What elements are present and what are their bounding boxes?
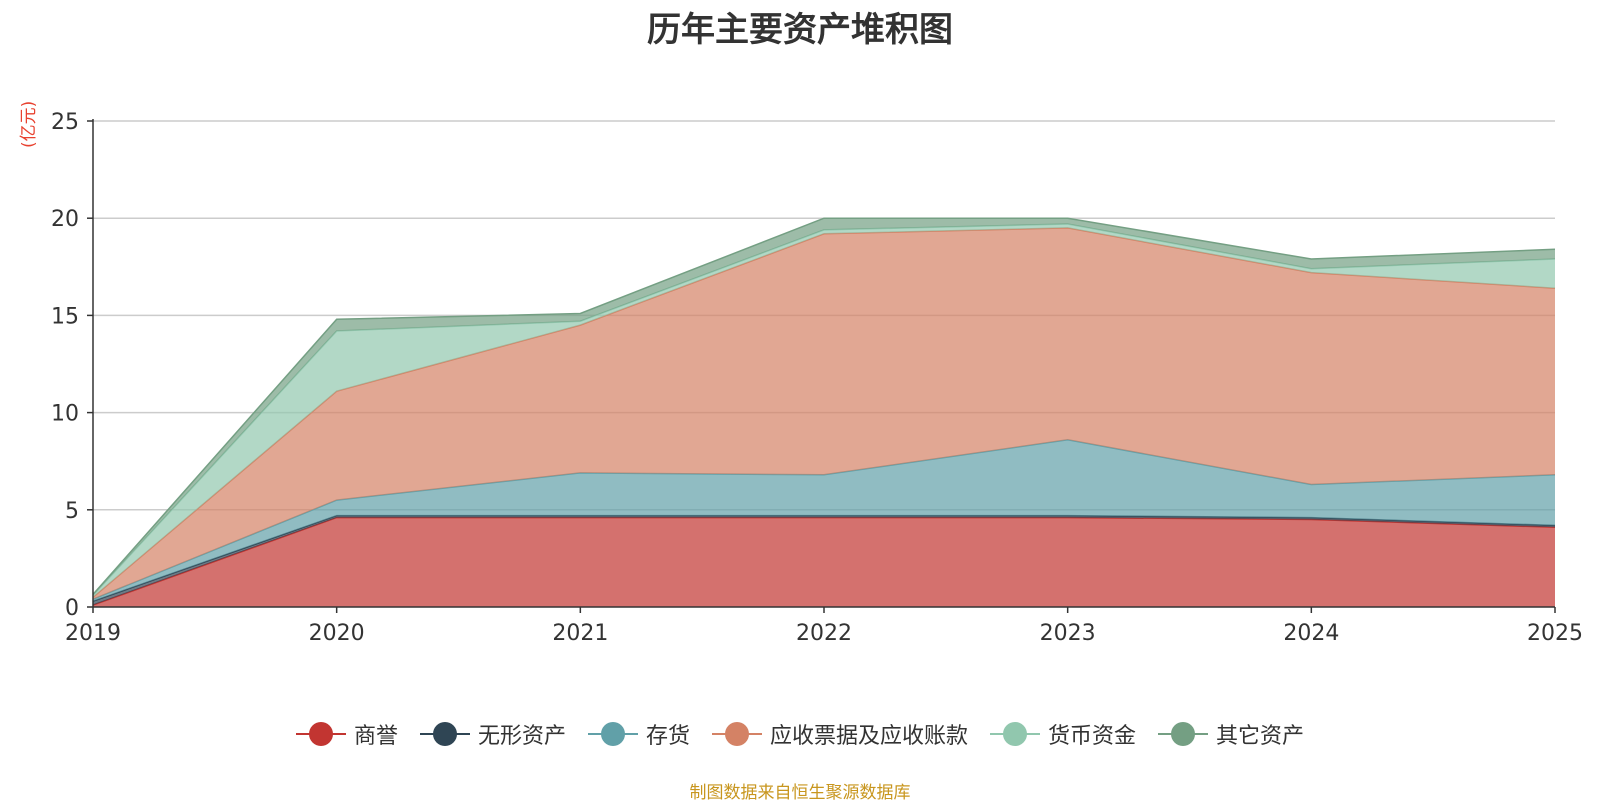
legend-marker-icon (587, 721, 638, 747)
area-series-应收票据及应收账款 (93, 227, 1555, 600)
legend-item[interactable]: 其它资产 (1158, 718, 1304, 750)
y-tick-label: 0 (65, 596, 79, 621)
legend-label: 其它资产 (1216, 724, 1305, 749)
legend-marker-icon (1158, 721, 1209, 747)
x-tick-label: 2025 (1527, 621, 1583, 646)
legend-marker-icon (712, 721, 762, 747)
legend-marker-icon (419, 721, 470, 747)
legend-item[interactable]: 货币资金 (990, 718, 1136, 750)
legend-label: 商誉 (353, 724, 398, 749)
area-series-商誉 (93, 517, 1555, 607)
area-series-存货 (93, 439, 1555, 602)
legend-label: 应收票据及应收账款 (770, 724, 969, 749)
x-tick-label: 2024 (1283, 621, 1339, 646)
x-tick-label: 2022 (796, 621, 852, 646)
chart-title: 历年主要资产堆积图 (647, 10, 953, 50)
legend-item[interactable]: 应收票据及应收账款 (712, 718, 968, 750)
legend-item[interactable]: 无形资产 (419, 718, 566, 750)
x-tick-label: 2023 (1040, 621, 1096, 646)
y-tick-label: 25 (51, 110, 79, 135)
chart-legend: 商誉 无形资产 存货 应收票据及应收账款 货币资金 其它资产 (0, 718, 1600, 750)
legend-label: 无形资产 (477, 724, 566, 749)
area-line-其它资产 (92, 217, 1556, 595)
y-tick-label: 5 (65, 499, 79, 524)
source-note: 制图数据来自恒生聚源数据库 (689, 783, 911, 803)
legend-label: 货币资金 (1048, 724, 1137, 749)
legend-marker-icon (295, 721, 346, 747)
legend-item[interactable]: 存货 (587, 718, 690, 750)
x-tick-label: 2019 (65, 621, 121, 646)
area-series-其它资产 (93, 218, 1555, 596)
legend-item[interactable]: 商誉 (295, 718, 398, 750)
y-tick-label: 10 (51, 402, 79, 427)
legend-label: 存货 (645, 724, 690, 749)
x-tick-label: 2020 (309, 621, 365, 646)
y-tick-label: 20 (51, 207, 79, 232)
legend-marker-icon (990, 721, 1041, 747)
y-tick-label: 15 (51, 304, 79, 329)
x-tick-label: 2021 (552, 621, 608, 646)
